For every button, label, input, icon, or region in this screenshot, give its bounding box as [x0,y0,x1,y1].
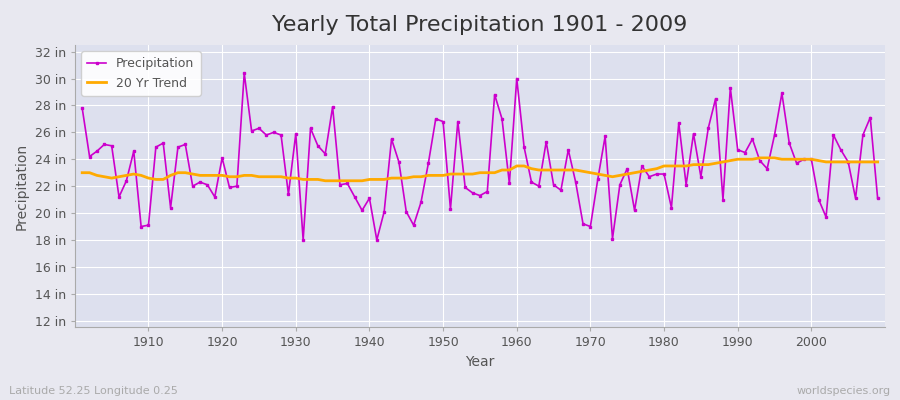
20 Yr Trend [298,177,309,182]
20 Yr Trend [349,178,360,183]
20 Yr Trend [511,164,522,168]
Text: worldspecies.org: worldspecies.org [796,386,891,396]
Title: Yearly Total Precipitation 1901 - 2009: Yearly Total Precipitation 1901 - 2009 [272,15,688,35]
Precipitation [615,182,626,187]
Precipitation [312,143,323,148]
20 Yr Trend [872,160,883,164]
20 Yr Trend [518,164,529,168]
20 Yr Trend [320,178,330,183]
20 Yr Trend [136,173,147,178]
Precipitation [872,196,883,201]
20 Yr Trend [754,156,765,160]
Line: Precipitation: Precipitation [81,72,879,241]
Line: 20 Yr Trend: 20 Yr Trend [82,158,878,181]
Precipitation [238,71,249,76]
Precipitation [298,238,309,242]
Precipitation [76,106,87,110]
20 Yr Trend [76,170,87,175]
X-axis label: Year: Year [465,355,495,369]
20 Yr Trend [608,174,618,179]
Precipitation [356,208,367,213]
Precipitation [526,180,537,184]
Y-axis label: Precipitation: Precipitation [15,142,29,230]
Legend: Precipitation, 20 Yr Trend: Precipitation, 20 Yr Trend [81,51,201,96]
Precipitation [136,224,147,229]
Text: Latitude 52.25 Longitude 0.25: Latitude 52.25 Longitude 0.25 [9,386,178,396]
Precipitation [518,145,529,150]
